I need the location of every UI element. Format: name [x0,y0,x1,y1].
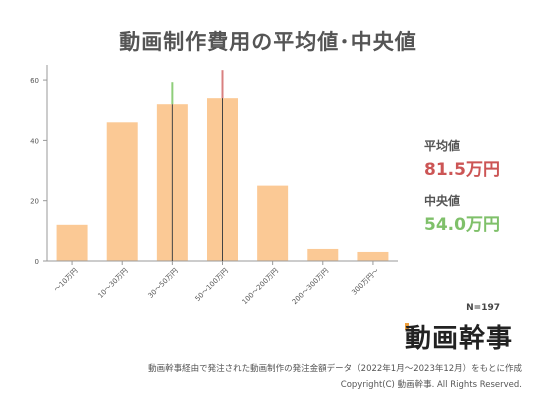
x-tick-label: 30〜50万円 [147,267,180,300]
bar [357,251,389,261]
x-tick-label: 100〜200万円 [241,267,280,306]
x-tick-label: 200〜300万円 [291,267,330,306]
y-tick-label: 40 [30,137,39,145]
bar [257,185,289,261]
y-tick-label: 60 [30,77,39,85]
data-source-note: 動画幹事経由で発注された動画制作の発注金額データ（2022年1月〜2023年12… [148,364,522,374]
average-value: 81.5万円 [424,160,500,180]
x-tick-label: 300万円〜 [350,267,380,297]
median-label: 中央値 [424,194,461,208]
bar [56,224,88,261]
sample-size: N=197 [466,303,500,313]
x-tick-label: 10〜30万円 [97,267,130,300]
bar [307,248,339,261]
bar [106,122,138,262]
chart-title: 動画制作費用の平均値･中央値 [119,30,417,54]
logo-accent-mark [405,323,409,330]
y-tick-label: 0 [35,258,39,266]
brand-logo: 動画幹事 [405,324,514,354]
copyright-notice: Copyright(C) 動画幹事. All Rights Reserved. [340,380,522,390]
x-tick-label: 50〜100万円 [194,267,230,303]
x-tick-label: 〜10万円 [53,267,80,294]
median-value: 54.0万円 [424,215,500,235]
y-tick-label: 20 [30,198,39,206]
average-label: 平均値 [424,139,461,153]
